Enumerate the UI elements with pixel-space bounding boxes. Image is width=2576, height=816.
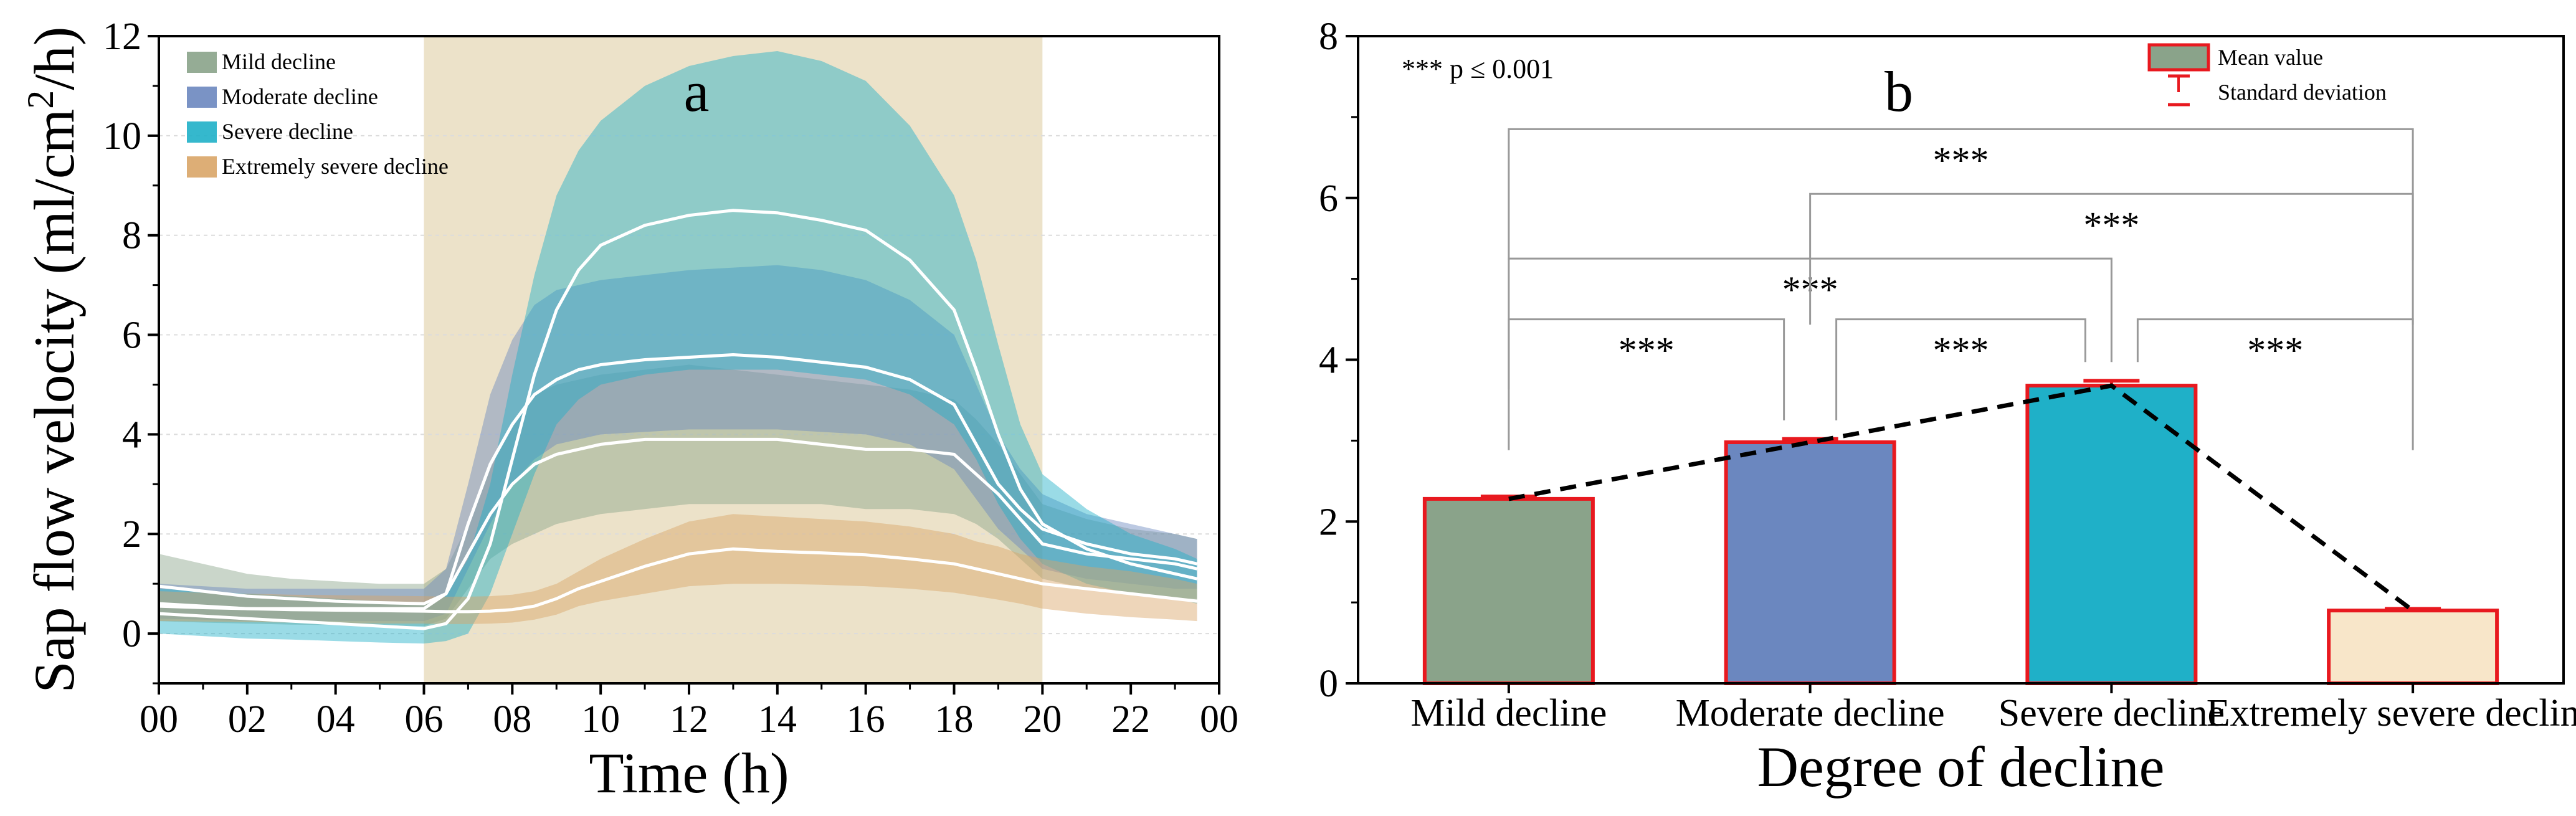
bar bbox=[1724, 440, 1896, 685]
legend-label: Moderate decline bbox=[222, 84, 378, 109]
panel-a-axes bbox=[148, 35, 1220, 695]
daytime-highlight-band bbox=[424, 36, 1043, 683]
x-tick-label: 10 bbox=[581, 698, 620, 741]
category-label: Moderate decline bbox=[1676, 692, 1945, 734]
significance-bracket bbox=[1508, 128, 2414, 260]
x-tick-label: 00 bbox=[140, 698, 178, 741]
bar bbox=[1422, 496, 1595, 685]
p-value-note: *** p ≤ 0.001 bbox=[1402, 54, 1554, 84]
series-mean-line bbox=[158, 353, 1198, 610]
series-band bbox=[159, 514, 1197, 624]
x-tick-label: 12 bbox=[670, 698, 708, 741]
y-tick-label: 6 bbox=[122, 315, 141, 357]
category-label: Severe decline bbox=[1999, 692, 2225, 734]
legend-swatch bbox=[187, 121, 217, 143]
bar bbox=[2025, 384, 2198, 685]
category-label: Extremely severe decline bbox=[2207, 692, 2576, 734]
panel-a-legend: Mild decline Moderate decline Severe decli… bbox=[187, 49, 449, 179]
legend-swatch bbox=[187, 52, 217, 73]
series-band bbox=[159, 364, 1197, 627]
panel-b-significance-brackets: *** *** ************ bbox=[1508, 128, 2414, 450]
x-tick-label: 02 bbox=[228, 698, 267, 741]
y-axis-title-superscript: 2 bbox=[20, 90, 61, 109]
x-tick-label: 00 bbox=[1200, 698, 1238, 741]
panel-a-series-bands bbox=[159, 51, 1197, 644]
category-label: Mild decline bbox=[1410, 692, 1607, 734]
panel-b-trend-line bbox=[1508, 383, 2415, 612]
x-tick-label: 08 bbox=[493, 698, 531, 741]
y-tick-label: 2 bbox=[1319, 501, 1338, 543]
series-mean-line bbox=[158, 547, 1197, 614]
y-axis-title-prefix: Sap flow velocity (ml/cm bbox=[22, 109, 86, 693]
y-tick-label: 6 bbox=[1319, 178, 1338, 220]
panel-b-tick-labels: 0 2 4 6 8 Mild decline Moderate decline Severe … bbox=[1319, 16, 2576, 734]
panel-b-x-axis-title: Degree of decline bbox=[1757, 735, 2165, 799]
panel-b-axes bbox=[1346, 35, 2565, 693]
panel-a-y-axis-title: Sap flow velocity (ml/cm2/h) bbox=[20, 27, 86, 693]
legend-std-label: Standard deviation bbox=[2218, 80, 2387, 105]
significance-bracket bbox=[2136, 318, 2414, 450]
x-tick-label: 18 bbox=[935, 698, 974, 741]
bar bbox=[2327, 609, 2499, 685]
panel-a-mean-lines bbox=[158, 209, 1198, 630]
y-tick-label: 8 bbox=[1319, 16, 1338, 58]
y-tick-label: 2 bbox=[122, 513, 141, 556]
legend-label: Severe decline bbox=[222, 119, 353, 144]
series-band bbox=[159, 51, 1197, 644]
significance-label: *** bbox=[1618, 330, 1675, 371]
panel-b-bars bbox=[1422, 384, 2499, 685]
significance-label: *** bbox=[1933, 140, 1989, 181]
significance-label: *** bbox=[2247, 330, 2303, 371]
significance-label: *** bbox=[1933, 330, 1989, 371]
x-tick-label: 14 bbox=[758, 698, 797, 741]
y-tick-label: 12 bbox=[103, 16, 141, 58]
y-tick-label: 0 bbox=[122, 613, 141, 655]
legend-mean-label: Mean value bbox=[2218, 45, 2323, 70]
panel-b-label: b bbox=[1884, 60, 1913, 123]
panel-b-legend: Mean value Standard deviation bbox=[2147, 43, 2387, 107]
y-tick-label: 8 bbox=[122, 215, 141, 257]
legend-mean-swatch bbox=[2147, 43, 2210, 72]
legend-swatch bbox=[187, 156, 217, 178]
y-tick-label: 4 bbox=[122, 414, 141, 456]
panel-a-x-axis-title: Time (h) bbox=[589, 741, 789, 805]
x-tick-label: 22 bbox=[1111, 698, 1150, 741]
series-mean-line bbox=[158, 437, 1198, 605]
significance-bracket bbox=[1835, 318, 2086, 420]
panel-a-label: a bbox=[684, 60, 710, 123]
legend-label: Mild decline bbox=[222, 49, 336, 74]
series-band bbox=[159, 265, 1197, 622]
x-tick-label: 20 bbox=[1023, 698, 1062, 741]
significance-label: *** bbox=[2083, 204, 2139, 245]
x-tick-label: 16 bbox=[847, 698, 885, 741]
y-tick-label: 0 bbox=[1319, 663, 1338, 705]
legend-swatch bbox=[187, 87, 217, 108]
x-tick-label: 04 bbox=[316, 698, 355, 741]
series-mean-line bbox=[158, 209, 1198, 630]
y-axis-title-suffix: /h) bbox=[22, 27, 86, 90]
legend-label: Extremely severe decline bbox=[222, 154, 449, 179]
x-tick-label: 06 bbox=[405, 698, 444, 741]
y-tick-label: 10 bbox=[103, 115, 141, 158]
y-tick-label: 4 bbox=[1319, 339, 1338, 382]
